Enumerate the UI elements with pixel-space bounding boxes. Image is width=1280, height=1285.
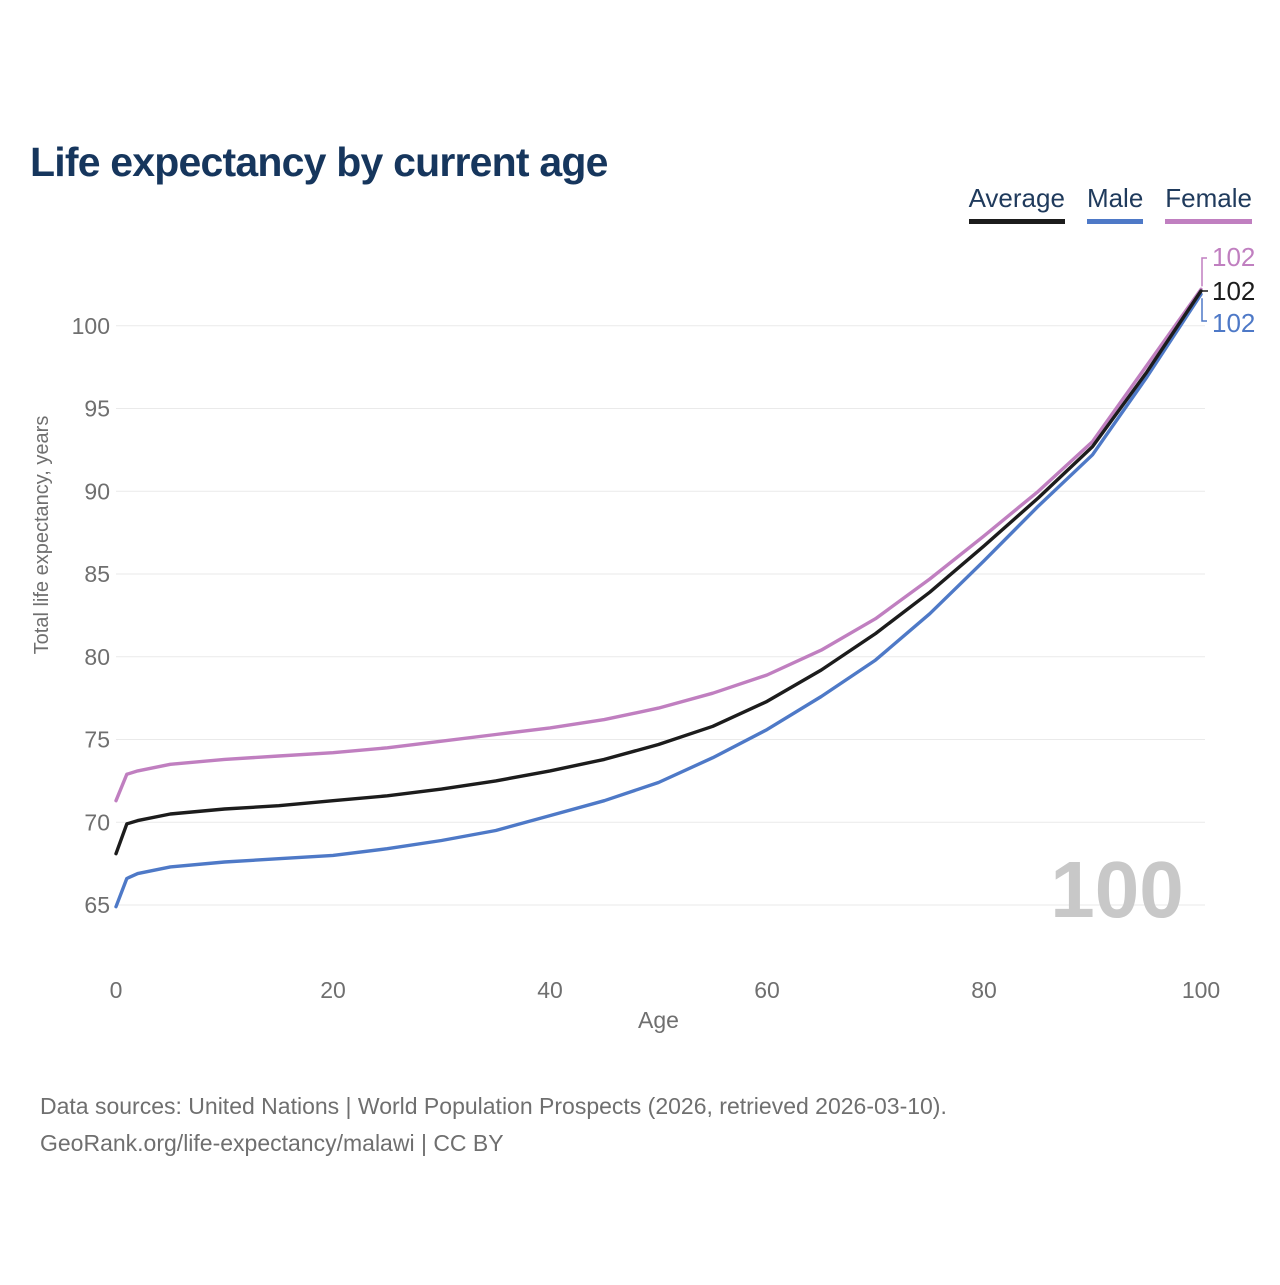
x-tick-label: 0 — [110, 977, 123, 1003]
series-line-average — [114, 289, 1203, 856]
y-tick-label: 85 — [84, 561, 110, 587]
y-tick-label: 80 — [84, 644, 110, 670]
x-tick-label: 100 — [1182, 977, 1220, 1003]
y-tick-label: 70 — [84, 809, 110, 835]
end-label-average: 102 — [1212, 276, 1255, 306]
y-tick-label: 65 — [84, 892, 110, 918]
y-axis-title: Total life expectancy, years — [31, 416, 53, 655]
end-label-male: 102 — [1212, 308, 1255, 338]
series-line-female — [114, 287, 1203, 803]
x-tick-label: 80 — [971, 977, 997, 1003]
footer-attribution: GeoRank.org/life-expectancy/malawi | CC … — [40, 1130, 504, 1157]
y-tick-label: 100 — [72, 313, 110, 339]
legend-item-female[interactable]: Female — [1165, 184, 1252, 224]
x-axis-title: Age — [638, 1007, 679, 1033]
y-tick-label: 95 — [84, 396, 110, 422]
footer-data-sources: Data sources: United Nations | World Pop… — [40, 1093, 947, 1119]
legend-item-male[interactable]: Male — [1086, 184, 1144, 224]
x-tick-label: 60 — [754, 977, 780, 1003]
x-tick-label: 40 — [537, 977, 563, 1003]
watermark: 100 — [1050, 845, 1183, 934]
series-line-male — [114, 292, 1203, 909]
x-tick-label: 20 — [320, 977, 346, 1003]
end-label-leader-female — [1201, 257, 1207, 287]
y-tick-label: 90 — [84, 478, 110, 504]
page-title: Life expectancy by current age — [30, 139, 608, 186]
y-tick-label: 75 — [84, 727, 110, 753]
end-label-leader-male — [1201, 298, 1207, 322]
end-label-female: 102 — [1212, 242, 1255, 272]
footer: Data sources: United Nations | World Pop… — [40, 1088, 1140, 1163]
legend: Average Male Female — [968, 184, 1252, 224]
legend-item-average[interactable]: Average — [968, 184, 1065, 224]
plot-area[interactable] — [116, 250, 1201, 960]
